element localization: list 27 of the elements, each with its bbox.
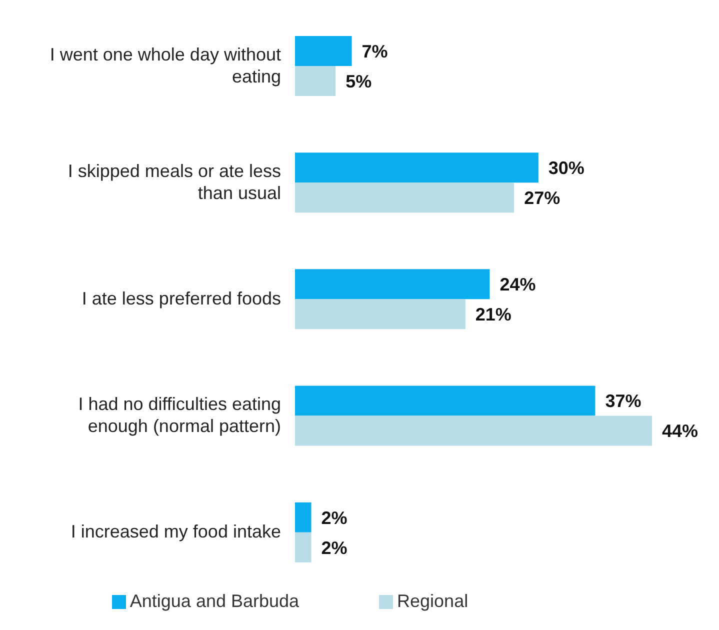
legend-label: Regional bbox=[397, 591, 468, 611]
data-label: 21% bbox=[475, 304, 512, 325]
data-label: 37% bbox=[605, 391, 642, 412]
bar bbox=[295, 36, 352, 66]
data-label: 44% bbox=[662, 421, 698, 442]
data-label: 2% bbox=[321, 508, 348, 528]
data-label: 2% bbox=[321, 538, 348, 558]
y-tick-label: I had no difficulties eating enough (normal pattern) bbox=[78, 394, 281, 436]
bar bbox=[295, 269, 490, 300]
y-tick-label: I ate less preferred foods bbox=[82, 288, 281, 308]
data-label: 24% bbox=[500, 274, 536, 295]
bar bbox=[295, 502, 312, 532]
bar bbox=[295, 152, 538, 183]
bar bbox=[295, 532, 312, 562]
y-tick-label: I skipped meals or ate less than usual bbox=[68, 160, 281, 203]
bar bbox=[295, 182, 514, 213]
bar bbox=[295, 386, 596, 416]
y-tick-label: I increased my food intake bbox=[70, 521, 281, 542]
data-label: 30% bbox=[548, 158, 584, 178]
data-label: 27% bbox=[524, 188, 560, 208]
bar bbox=[295, 416, 652, 446]
y-tick-label: I went one whole day without eating bbox=[50, 44, 281, 86]
data-label: 5% bbox=[346, 71, 372, 92]
bar bbox=[295, 299, 466, 330]
data-label: 7% bbox=[362, 41, 388, 62]
legend-label: Antigua and Barbuda bbox=[130, 591, 300, 611]
bar bbox=[295, 66, 336, 96]
